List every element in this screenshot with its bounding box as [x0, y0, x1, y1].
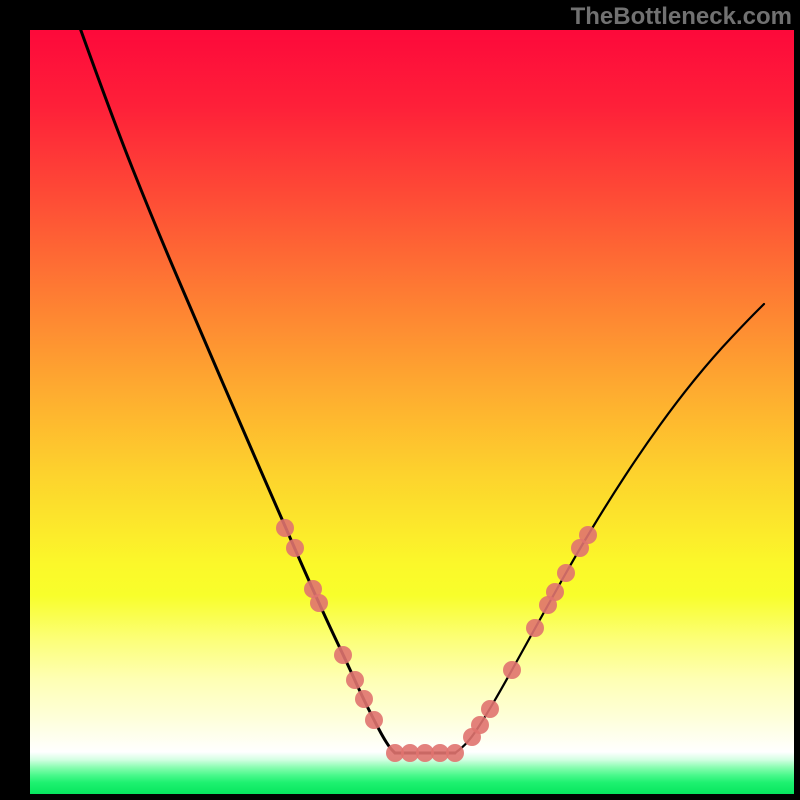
data-marker: [526, 619, 544, 637]
data-marker: [365, 711, 383, 729]
data-marker: [503, 661, 521, 679]
gradient-background: [30, 30, 794, 794]
data-marker: [471, 716, 489, 734]
data-marker: [446, 744, 464, 762]
data-marker: [557, 564, 575, 582]
data-marker: [310, 594, 328, 612]
data-marker: [481, 700, 499, 718]
data-marker: [334, 646, 352, 664]
chart-svg: [0, 0, 800, 800]
data-marker: [286, 539, 304, 557]
data-marker: [579, 526, 597, 544]
data-marker: [276, 519, 294, 537]
data-marker: [355, 690, 373, 708]
data-marker: [346, 671, 364, 689]
plot-area: [0, 0, 800, 800]
data-marker: [546, 583, 564, 601]
watermark-label: TheBottleneck.com: [571, 3, 792, 31]
